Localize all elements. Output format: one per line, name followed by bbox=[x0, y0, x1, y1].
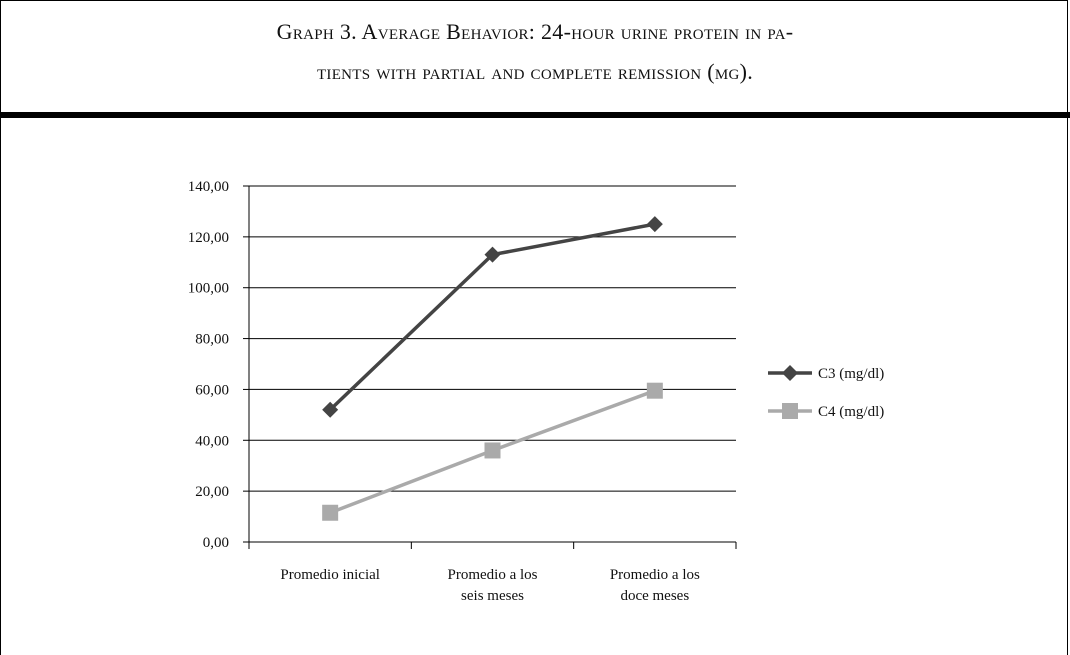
data-point-square bbox=[322, 504, 339, 521]
data-point-square bbox=[646, 382, 663, 399]
x-category-label: doce meses bbox=[620, 588, 689, 604]
data-point-diamond bbox=[322, 401, 339, 418]
x-category-label: Promedio a los bbox=[610, 567, 700, 583]
y-tick-label: 80,00 bbox=[195, 332, 229, 348]
data-point-diamond bbox=[484, 246, 501, 263]
caption-line-1: Graph 3. Average Behavior: 24-hour urine… bbox=[276, 19, 794, 44]
legend-label: C3 (mg/dl) bbox=[818, 366, 884, 382]
y-tick-label: 20,00 bbox=[195, 484, 229, 500]
x-category-label: seis meses bbox=[461, 588, 524, 604]
x-category-label: Promedio a los bbox=[448, 567, 538, 583]
data-point-diamond bbox=[646, 216, 663, 233]
legend-label: C4 (mg/dl) bbox=[818, 404, 884, 420]
x-category-label: Promedio inicial bbox=[280, 567, 380, 583]
y-tick-label: 140,00 bbox=[188, 179, 229, 195]
figure-caption: Graph 3. Average Behavior: 24-hour urine… bbox=[0, 12, 1070, 92]
y-tick-label: 60,00 bbox=[195, 382, 229, 398]
y-tick-label: 0,00 bbox=[203, 535, 229, 551]
y-tick-label: 100,00 bbox=[188, 281, 229, 297]
y-tick-label: 40,00 bbox=[195, 433, 229, 449]
caption-rule bbox=[0, 112, 1070, 118]
legend-marker-square bbox=[782, 403, 798, 419]
data-point-square bbox=[484, 442, 501, 459]
y-tick-label: 120,00 bbox=[188, 230, 229, 246]
caption-line-2: tients with partial and complete remissi… bbox=[316, 59, 754, 84]
legend-marker-diamond bbox=[782, 365, 798, 381]
